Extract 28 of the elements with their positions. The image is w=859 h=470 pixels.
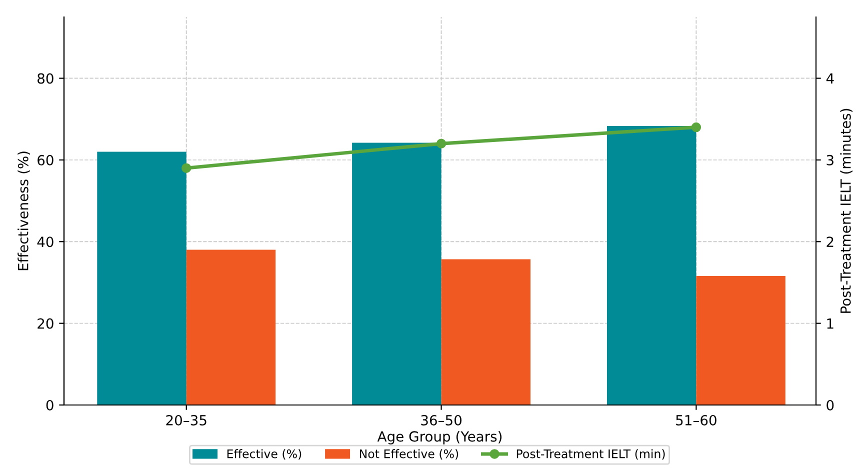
point [182, 163, 192, 173]
y-tick-label: 0 [46, 400, 54, 410]
bar [352, 142, 442, 405]
point [436, 138, 446, 148]
bar [97, 152, 186, 405]
y-tick-label: 60 [38, 154, 54, 166]
y-tick-label: 80 [38, 73, 54, 84]
x-axis-title: Age Group (Years) [377, 430, 502, 444]
y-tick-label: 40 [37, 236, 54, 248]
bar [441, 259, 530, 405]
y-axis-title: Effectiveness (%) [18, 152, 30, 270]
y2-axis-title: Post-Treatment IELT (minutes) [840, 108, 852, 313]
y2-tick-label: 4 [826, 73, 834, 84]
y2-tick-label: 3 [826, 154, 834, 166]
bar [606, 126, 696, 405]
point [691, 122, 702, 132]
legend-label: Not Effective (%) [360, 449, 458, 460]
y2-tick-label: 2 [826, 236, 834, 247]
legend-label: Effective (%) [227, 449, 302, 460]
x-tick-label: 51–60 [676, 414, 716, 426]
y2-tick-label: 1 [827, 318, 834, 329]
x-tick-label: 36–50 [421, 414, 462, 426]
y2-tick-label: 0 [826, 400, 834, 410]
x-tick-label: 20–35 [166, 414, 206, 426]
bar [186, 250, 276, 405]
legend-label: Post-Treatment IELT (min) [516, 449, 665, 460]
y-tick-label: 20 [38, 318, 54, 329]
bar [696, 276, 786, 405]
